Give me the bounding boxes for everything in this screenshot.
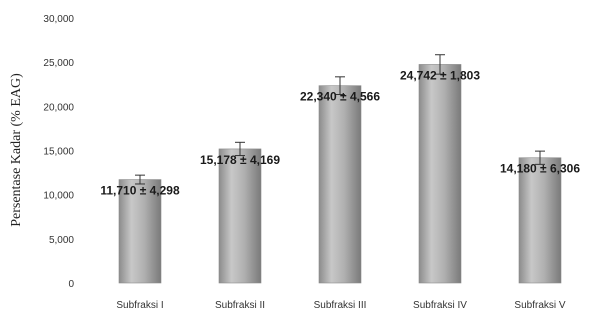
y-tick-label: 5,000 [49, 235, 74, 246]
y-tick-label: 0 [68, 279, 74, 290]
data-label: 24,742 ± 1,803 [400, 68, 480, 82]
data-label: 11,710 ± 4,298 [100, 184, 180, 198]
bar [318, 85, 362, 284]
y-tick-label: 10,000 [43, 191, 74, 202]
bars-group: 11,710 ± 4,298 15,178 ± 4,169 22,340 ± 4,5… [100, 54, 580, 284]
y-axis-ticks: 0 5,000 10,000 15,000 20,000 25,000 30,000 [43, 14, 74, 290]
x-tick-label: Subfraksi III [314, 300, 367, 311]
x-axis-labels: Subfraksi I Subfraksi II Subfraksi III Subf… [116, 300, 566, 311]
y-tick-label: 15,000 [43, 147, 74, 158]
data-label: 14,180 ± 6,306 [500, 162, 580, 176]
bar [118, 179, 162, 284]
x-tick-label: Subfraksi IV [413, 300, 467, 311]
data-label: 15,178 ± 4,169 [200, 153, 280, 167]
x-tick-label: Subfraksi V [514, 300, 565, 311]
bar [518, 157, 562, 284]
y-tick-label: 25,000 [43, 58, 74, 69]
y-tick-label: 30,000 [43, 14, 74, 25]
y-tick-label: 20,000 [43, 102, 74, 113]
data-label: 22,340 ± 4,566 [300, 90, 380, 104]
bar [418, 64, 462, 284]
x-tick-label: Subfraksi II [215, 300, 265, 311]
y-axis-label: Persentase Kadar (% EAG) [9, 73, 24, 227]
bar [218, 148, 262, 284]
x-tick-label: Subfraksi I [116, 300, 163, 311]
